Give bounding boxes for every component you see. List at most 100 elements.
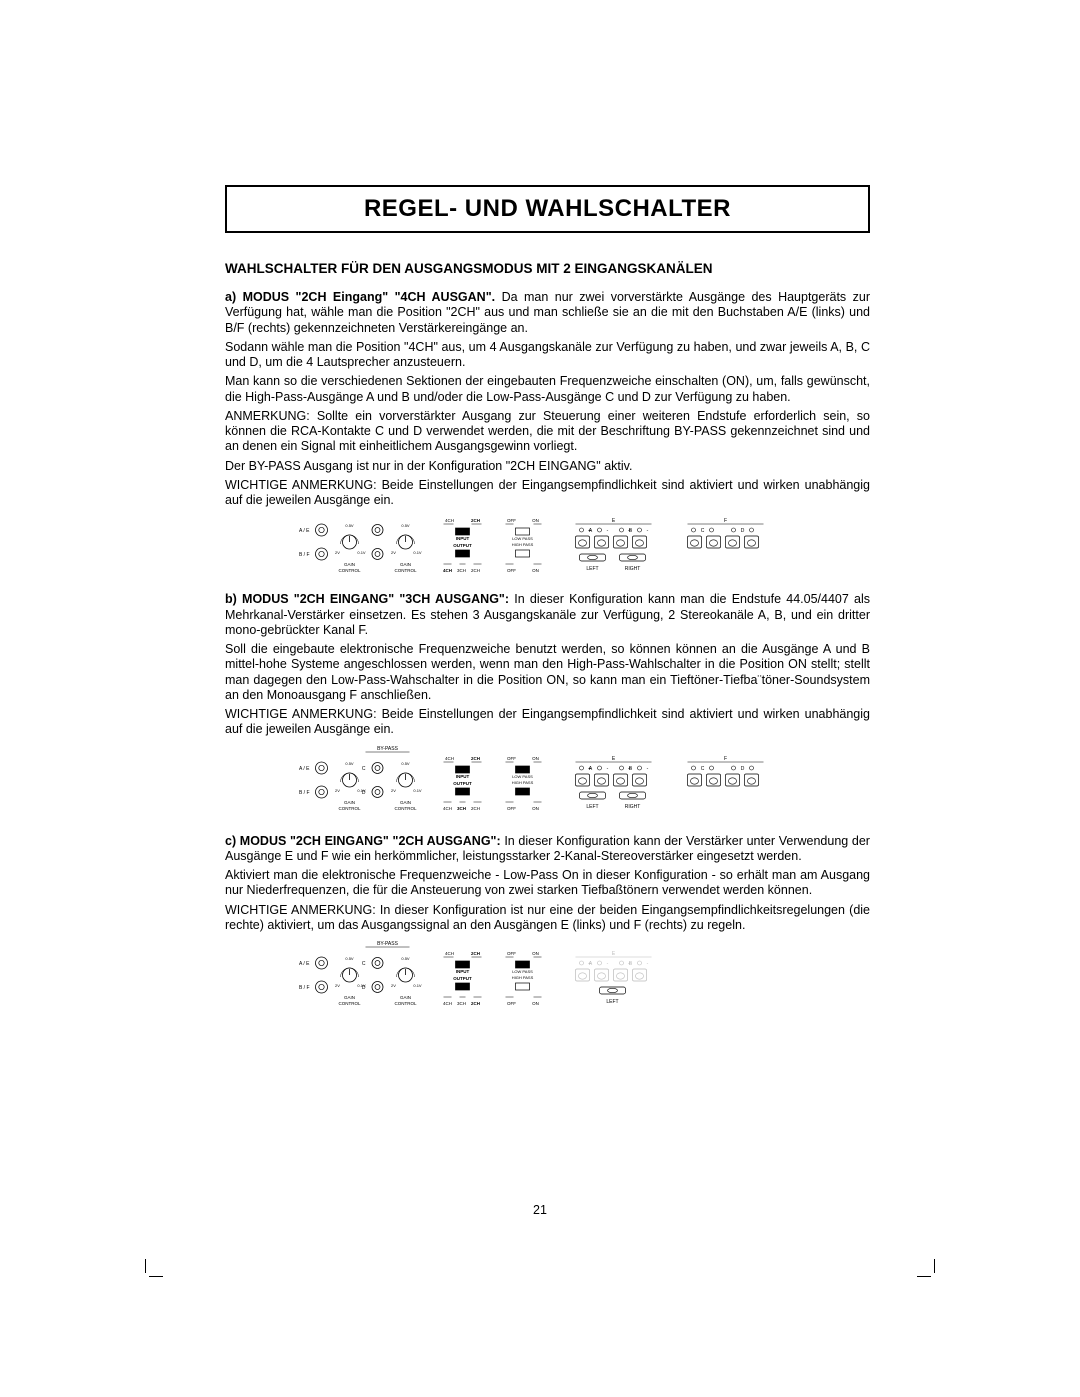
svg-text:-: - [607, 766, 609, 772]
svg-text:BY-PASS: BY-PASS [377, 941, 399, 947]
svg-text:-: - [647, 528, 649, 534]
svg-text:HIGH PASS: HIGH PASS [512, 542, 534, 547]
svg-text:LOW PASS: LOW PASS [512, 536, 533, 541]
svg-text:C: C [362, 766, 366, 772]
svg-text:2CH: 2CH [471, 568, 480, 573]
svg-text:OFF: OFF [507, 1001, 516, 1006]
svg-text:B: B [629, 766, 633, 772]
svg-text:4CH: 4CH [443, 568, 452, 573]
svg-text:0.1V: 0.1V [413, 983, 422, 988]
svg-text:4CH: 4CH [443, 806, 452, 811]
svg-text:2CH: 2CH [471, 1001, 480, 1006]
svg-text:OUTPUT: OUTPUT [453, 976, 472, 981]
svg-text:D: D [362, 985, 366, 991]
svg-text:GAIN: GAIN [344, 800, 355, 805]
svg-text:F: F [724, 756, 727, 762]
svg-text:LEFT: LEFT [606, 999, 618, 1005]
section-a-p1: a) MODUS "2CH Eingang" "4CH AUSGAN". Da … [225, 290, 870, 336]
page: REGEL- UND WAHLSCHALTER WAHLSCHALTER FÜR… [0, 0, 1080, 1397]
crop-mark-bl [145, 1259, 163, 1277]
section-b-p1: b) MODUS "2CH EINGANG" "3CH AUSGANG": In… [225, 592, 870, 638]
svg-text:2V: 2V [391, 983, 396, 988]
svg-text:HIGH PASS: HIGH PASS [512, 780, 534, 785]
svg-text:4CH: 4CH [445, 518, 454, 523]
svg-text:INPUT: INPUT [456, 969, 470, 974]
section-c-p2: Aktiviert man die elektronische Frequenz… [225, 868, 870, 899]
svg-text:0.1V: 0.1V [413, 788, 422, 793]
svg-text:A / E: A / E [299, 961, 310, 967]
svg-text:0.5V: 0.5V [345, 956, 354, 961]
svg-text:A / E: A / E [299, 528, 310, 534]
svg-text:RIGHT: RIGHT [625, 566, 641, 572]
svg-text:CONTROL: CONTROL [394, 1001, 416, 1006]
svg-text:OFF: OFF [507, 806, 516, 811]
section-a-p6: WICHTIGE ANMERKUNG: Beide Einstellungen … [225, 478, 870, 509]
svg-text:3CH: 3CH [457, 568, 466, 573]
svg-text:4CH: 4CH [445, 756, 454, 761]
section-b-p3: WICHTIGE ANMERKUNG: Beide Einstellungen … [225, 707, 870, 738]
section-a-p4: ANMERKUNG: Sollte ein vorverstärkter Aus… [225, 409, 870, 455]
svg-text:OFF: OFF [507, 568, 516, 573]
svg-text:D: D [741, 766, 745, 772]
svg-text:B / F: B / F [299, 790, 310, 796]
svg-text:OFF: OFF [507, 756, 516, 761]
svg-text:-: - [607, 528, 609, 534]
subheading: WAHLSCHALTER FÜR DEN AUSGANGSMODUS MIT 2… [225, 261, 870, 276]
svg-text:GAIN: GAIN [344, 562, 355, 567]
svg-text:GAIN: GAIN [400, 800, 411, 805]
section-a-p3: Man kann so die verschiedenen Sektionen … [225, 374, 870, 405]
svg-text:A: A [589, 766, 593, 772]
svg-text:RIGHT: RIGHT [625, 804, 641, 810]
svg-text:2CH: 2CH [471, 756, 480, 761]
svg-text:C: C [701, 528, 705, 534]
svg-text:F: F [724, 518, 727, 524]
svg-text:INPUT: INPUT [456, 774, 470, 779]
svg-text:A: A [589, 961, 593, 967]
svg-text:0.1V: 0.1V [413, 550, 422, 555]
svg-text:OFF: OFF [507, 518, 516, 523]
svg-text:3CH: 3CH [457, 806, 466, 811]
svg-text:0.5V: 0.5V [401, 761, 410, 766]
diagram-b: BY-PASSA / E B / F 0.5V2V0.1VGAINCONTROL… [225, 744, 870, 824]
svg-text:LOW PASS: LOW PASS [512, 774, 533, 779]
svg-text:E: E [612, 756, 616, 762]
svg-text:ON: ON [532, 756, 539, 761]
section-c-p1: c) MODUS "2CH EINGANG" "2CH AUSGANG": In… [225, 834, 870, 865]
svg-text:D: D [741, 528, 745, 534]
svg-text:ON: ON [532, 1001, 539, 1006]
svg-text:OUTPUT: OUTPUT [453, 781, 472, 786]
svg-text:CONTROL: CONTROL [338, 568, 360, 573]
section-a-p5: Der BY-PASS Ausgang ist nur in der Konfi… [225, 459, 870, 474]
svg-text:0.1V: 0.1V [357, 550, 366, 555]
svg-text:CONTROL: CONTROL [394, 568, 416, 573]
svg-text:OUTPUT: OUTPUT [453, 543, 472, 548]
svg-text:4CH: 4CH [445, 951, 454, 956]
page-title: REGEL- UND WAHLSCHALTER [239, 195, 856, 223]
svg-text:-: - [647, 766, 649, 772]
svg-text:A: A [589, 528, 593, 534]
svg-text:E: E [612, 951, 616, 957]
svg-text:2V: 2V [391, 550, 396, 555]
svg-text:ON: ON [532, 568, 539, 573]
svg-text:D: D [362, 790, 366, 796]
svg-text:0.5V: 0.5V [345, 523, 354, 528]
svg-text:CONTROL: CONTROL [394, 806, 416, 811]
svg-text:ON: ON [532, 518, 539, 523]
svg-text:LOW PASS: LOW PASS [512, 969, 533, 974]
svg-text:E: E [612, 518, 616, 524]
svg-text:0.5V: 0.5V [401, 523, 410, 528]
svg-text:LEFT: LEFT [586, 566, 598, 572]
svg-text:CONTROL: CONTROL [338, 806, 360, 811]
svg-text:-: - [607, 961, 609, 967]
svg-text:INPUT: INPUT [456, 536, 470, 541]
svg-text:-: - [647, 961, 649, 967]
svg-text:GAIN: GAIN [400, 562, 411, 567]
svg-text:LEFT: LEFT [586, 804, 598, 810]
svg-text:2CH: 2CH [471, 518, 480, 523]
svg-text:B / F: B / F [299, 985, 310, 991]
svg-text:B: B [629, 528, 633, 534]
svg-text:2V: 2V [335, 788, 340, 793]
svg-text:2V: 2V [335, 983, 340, 988]
svg-text:A / E: A / E [299, 766, 310, 772]
diagram-a: A / E B / F 0.5V2V0.1VGAINCONTROL 0.5V2V… [225, 514, 870, 582]
